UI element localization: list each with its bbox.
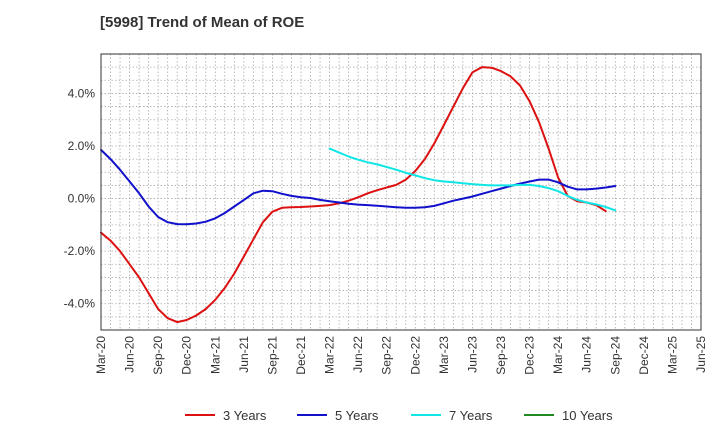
series-layer — [100, 66, 617, 324]
y-tick-label: -2.0% — [64, 244, 96, 258]
legend-label: 7 Years — [449, 408, 493, 423]
x-tick-label: Mar-24 — [551, 336, 565, 374]
legend-label: 3 Years — [223, 408, 267, 423]
x-tick-label: Sep-22 — [380, 336, 394, 375]
x-tick-label: Jun-20 — [123, 336, 137, 373]
legend-label: 10 Years — [562, 408, 613, 423]
y-tick-label: 0.0% — [68, 192, 96, 206]
legend: 3 Years 5 Years 7 Years 10 Years — [185, 408, 613, 423]
plot-background — [101, 54, 701, 330]
x-tick-label: Sep-23 — [494, 336, 508, 375]
x-tick-label: Dec-22 — [408, 336, 422, 375]
x-axis-ticks: Mar-20 Jun-20 Sep-20 Dec-20 Mar-21 Jun-21 Sep-… — [94, 336, 708, 375]
x-tick-label: Sep-24 — [608, 336, 622, 375]
y-axis-ticks: 4.0% 2.0% 0.0% -2.0% -4.0% — [64, 86, 96, 310]
y-tick-label: -4.0% — [64, 297, 96, 311]
x-tick-label: Jun-21 — [237, 336, 251, 373]
x-tick-label: Dec-24 — [637, 336, 651, 375]
x-tick-label: Jun-24 — [580, 336, 594, 373]
x-tick-label: Mar-22 — [323, 336, 337, 374]
plot-frame — [100, 53, 702, 331]
y-tick-label: 2.0% — [68, 139, 96, 153]
y-tick-label: 4.0% — [68, 86, 96, 100]
x-tick-label: Jun-23 — [465, 336, 479, 373]
series-line-7-years — [328, 147, 617, 212]
x-tick-label: Dec-20 — [180, 336, 194, 375]
legend-label: 5 Years — [335, 408, 379, 423]
x-tick-label: Mar-21 — [208, 336, 222, 374]
x-tick-label: Dec-21 — [294, 336, 308, 375]
x-tick-label: Mar-20 — [94, 336, 108, 374]
x-tick-label: Dec-23 — [523, 336, 537, 375]
chart-title: [5998] Trend of Mean of ROE — [100, 14, 305, 31]
x-tick-label: Mar-25 — [665, 336, 679, 374]
series-line-3-years — [100, 66, 607, 324]
x-tick-label: Mar-23 — [437, 336, 451, 374]
x-tick-label: Sep-21 — [265, 336, 279, 375]
x-tick-label: Sep-20 — [151, 336, 165, 375]
x-tick-label: Jun-25 — [694, 336, 708, 373]
series-line-5-years — [100, 148, 617, 226]
x-tick-label: Jun-22 — [351, 336, 365, 373]
